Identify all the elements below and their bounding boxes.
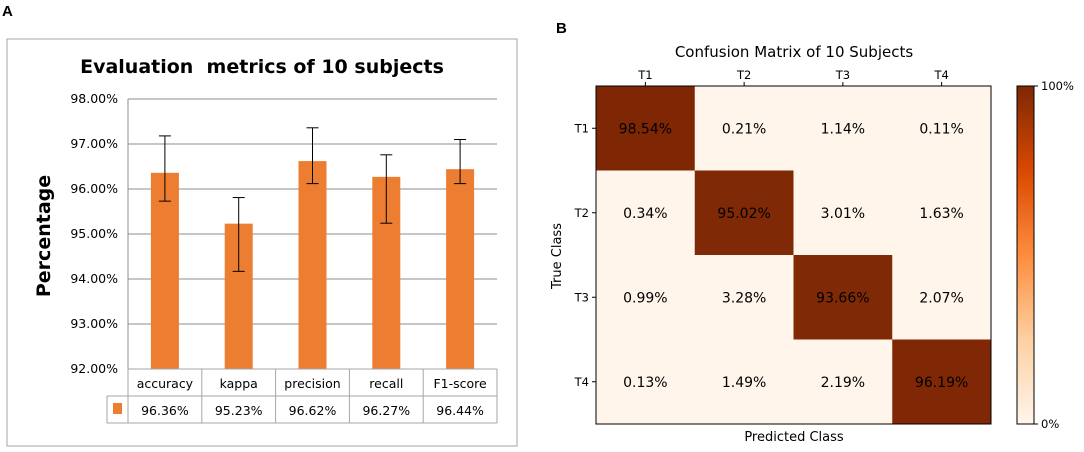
colorbar-gradient: [1016, 85, 1035, 425]
x-tick-label: T2: [736, 68, 751, 82]
y-tick-label: 92.00%: [70, 361, 118, 376]
confusion-matrix-ticks: T1 T2 T3 T4 T1 T2 T3 T4: [574, 68, 949, 389]
bar-chart-panel: Evaluation metrics of 10 subjects Percen…: [6, 38, 518, 447]
category-label: recall: [369, 376, 403, 391]
cm-cell-value: 96.19%: [915, 375, 968, 391]
x-tick-label: T1: [637, 68, 652, 82]
cm-cell-value: 0.34%: [623, 206, 667, 222]
cm-cell: [892, 339, 992, 425]
data-table-value: 96.62%: [289, 403, 337, 418]
cm-cell: [793, 255, 893, 340]
cm-cell-value: 1.14%: [821, 121, 865, 137]
cm-cell: [793, 86, 893, 171]
y-tick-label: 93.00%: [70, 316, 118, 331]
bar-chart-title: Evaluation metrics of 10 subjects: [80, 56, 444, 78]
panel-a-letter: A: [2, 3, 13, 20]
category-label: kappa: [220, 376, 258, 391]
cm-cell-value: 95.02%: [717, 206, 770, 222]
cm-cell-value: 1.49%: [722, 375, 766, 391]
confusion-matrix-cells: 98.54% 0.21% 1.14% 0.11% 0.34% 95.02% 3.01% 1.6…: [595, 85, 992, 425]
cm-cell: [596, 339, 696, 425]
confusion-matrix-y-label: True Class: [550, 223, 565, 290]
y-tick-label: 98.00%: [70, 91, 118, 106]
cm-cell: [694, 86, 794, 171]
bar-accuracy: [150, 172, 179, 369]
confusion-matrix-x-label: Predicted Class: [744, 430, 844, 445]
y-tick-label: T4: [574, 375, 589, 389]
cm-cell: [892, 170, 992, 256]
bar-chart-y-label: Percentage: [33, 175, 55, 297]
cm-cell-value: 2.19%: [821, 375, 865, 391]
confusion-matrix-panel: Confusion Matrix of 10 Subjects 98.54% 0.…: [550, 43, 1074, 445]
cm-cell-value: 3.28%: [722, 290, 766, 306]
category-label: precision: [284, 376, 340, 391]
cm-cell-value: 2.07%: [919, 290, 963, 306]
cm-cell: [596, 86, 696, 171]
bar-chart-y-ticks: 92.00% 93.00% 94.00% 95.00% 96.00% 97.00% 98.0…: [70, 91, 118, 376]
cm-cell: [892, 255, 992, 340]
cm-cell: [694, 255, 794, 340]
cm-cell-value: 0.13%: [623, 375, 667, 391]
cm-cell-value: 0.99%: [623, 290, 667, 306]
cm-cell: [793, 170, 893, 256]
y-tick-label: T1: [574, 121, 589, 135]
data-table-value: 96.36%: [141, 403, 189, 418]
cm-cell: [694, 339, 794, 425]
bar-chart-bars: [150, 161, 475, 369]
cm-frame: [595, 85, 992, 425]
bar-chart-error-bars: [158, 127, 467, 272]
colorbar-min-label: 0%: [1041, 417, 1059, 431]
bar-F1-score: [446, 169, 475, 369]
cm-cell-value: 93.66%: [816, 290, 869, 306]
colorbar: 100% 0%: [1016, 79, 1074, 431]
cm-cell: [892, 86, 992, 171]
y-tick-label: T3: [574, 290, 589, 304]
panel-b-letter: B: [556, 20, 567, 37]
y-tick-label: T2: [574, 206, 589, 220]
cm-cell: [596, 170, 696, 256]
y-tick-label: 95.00%: [70, 226, 118, 241]
bar-chart-frame: [6, 38, 518, 447]
cm-cell: [793, 339, 893, 425]
cm-cell-value: 98.54%: [619, 121, 672, 137]
x-tick-label: T3: [835, 68, 850, 82]
x-tick-label: T4: [933, 68, 948, 82]
bar-precision: [298, 161, 327, 369]
category-label: F1-score: [433, 376, 487, 391]
data-table-value: 95.23%: [215, 403, 263, 418]
cm-cell-value: 0.21%: [722, 121, 766, 137]
cm-cell-value: 0.11%: [919, 121, 963, 137]
y-tick-label: 97.00%: [70, 136, 118, 151]
y-tick-label: 94.00%: [70, 271, 118, 286]
cm-cell: [694, 170, 794, 256]
data-table-value: 96.27%: [362, 403, 410, 418]
cm-cell-value: 3.01%: [821, 206, 865, 222]
cm-cell: [596, 255, 696, 340]
bar-chart-data-table: accuracy 96.36% kappa 95.23% precision 96.62%…: [106, 368, 498, 424]
confusion-matrix-title: Confusion Matrix of 10 Subjects: [675, 43, 914, 61]
legend-swatch: [113, 403, 122, 414]
colorbar-max-label: 100%: [1041, 79, 1074, 93]
y-tick-label: 96.00%: [70, 181, 118, 196]
category-label: accuracy: [137, 376, 194, 391]
data-table-value: 96.44%: [436, 403, 484, 418]
cm-cell-value: 1.63%: [919, 206, 963, 222]
